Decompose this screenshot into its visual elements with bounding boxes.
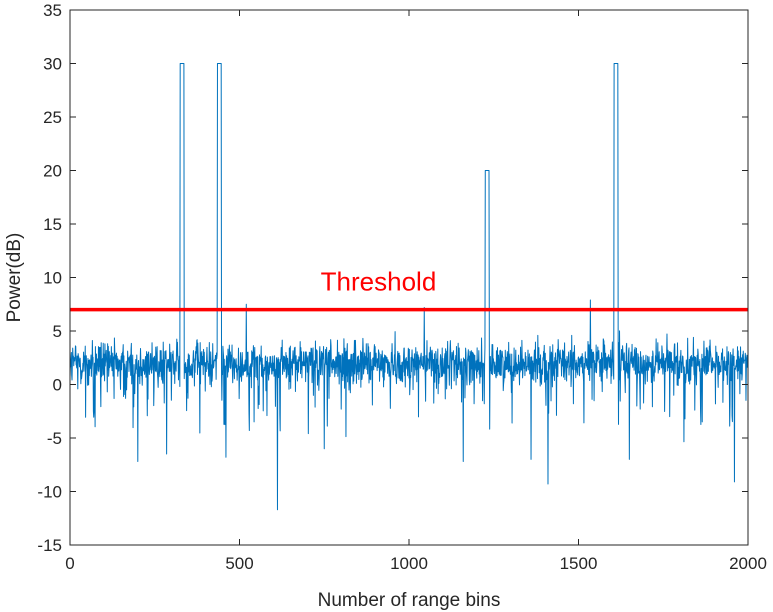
y-tick-label: 30: [43, 55, 62, 74]
x-tick-label: 1500: [560, 554, 598, 573]
x-axis-ticks: 0 500 1000 1500 2000: [65, 10, 767, 573]
plot-area: [70, 10, 748, 545]
x-tick-label: 0: [65, 554, 74, 573]
y-tick-label: 35: [43, 1, 62, 20]
signal-line: [69, 63, 749, 511]
y-tick-label: 5: [53, 322, 62, 341]
x-tick-label: 1000: [390, 554, 428, 573]
y-tick-label: -5: [47, 429, 62, 448]
plot-background: [70, 10, 748, 545]
threshold-annotation: Threshold: [321, 266, 437, 296]
x-tick-label: 500: [225, 554, 253, 573]
y-tick-label: -10: [37, 483, 62, 502]
x-axis-label: Number of range bins: [318, 590, 501, 611]
y-tick-label: 25: [43, 108, 62, 127]
y-tick-label: 15: [43, 215, 62, 234]
y-tick-label: -15: [37, 536, 62, 555]
y-tick-label: 0: [53, 376, 62, 395]
y-tick-label: 10: [43, 269, 62, 288]
y-axis-label: Power(dB): [4, 233, 25, 323]
x-tick-label: 2000: [729, 554, 767, 573]
y-axis-ticks: -15 -10 -5 0 5 10 15 20 25 30 35: [37, 1, 748, 555]
signal-series-line: [69, 63, 749, 511]
y-tick-label: 20: [43, 162, 62, 181]
